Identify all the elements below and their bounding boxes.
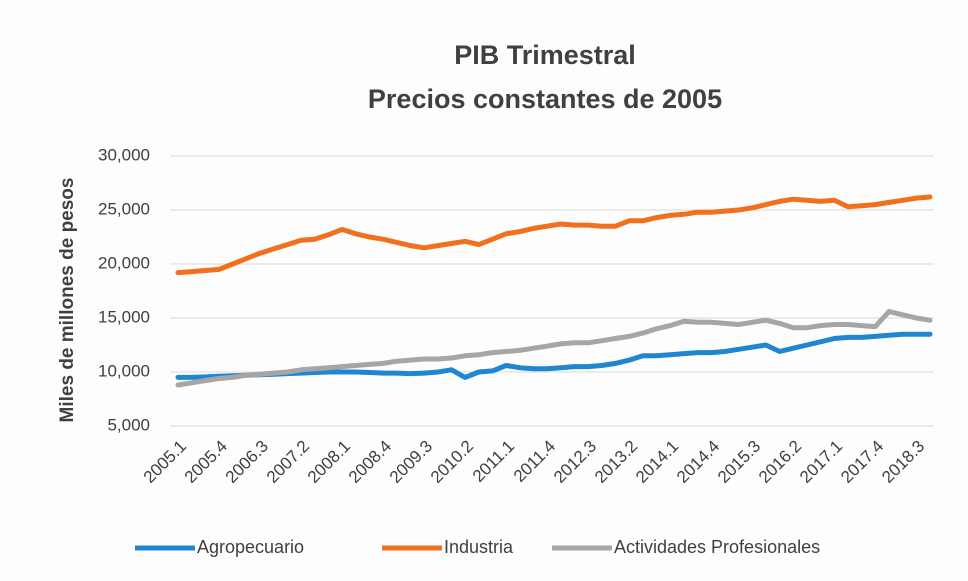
legend-label: Industria bbox=[444, 537, 514, 557]
y-tick-label: 20,000 bbox=[98, 253, 150, 272]
y-tick-label: 5,000 bbox=[107, 415, 150, 434]
series-line bbox=[175, 331, 933, 380]
y-tick-label: 10,000 bbox=[98, 361, 150, 380]
y-tick-label: 30,000 bbox=[98, 145, 150, 164]
chart-title: PIB Trimestral bbox=[454, 40, 636, 70]
y-axis-title: Miles de millones de pesos bbox=[57, 178, 78, 423]
lines bbox=[175, 194, 933, 388]
y-tick-label: 15,000 bbox=[98, 307, 150, 326]
legend-label: Agropecuario bbox=[197, 537, 304, 557]
series-line bbox=[175, 194, 933, 276]
legend: Agropecuario Industria Actividades Profesi… bbox=[135, 537, 820, 557]
series-line bbox=[175, 309, 933, 388]
chart-subtitle: Precios constantes de 2005 bbox=[368, 84, 722, 114]
legend-label: Actividades Profesionales bbox=[614, 537, 820, 557]
y-tick-label: 25,000 bbox=[98, 199, 150, 218]
